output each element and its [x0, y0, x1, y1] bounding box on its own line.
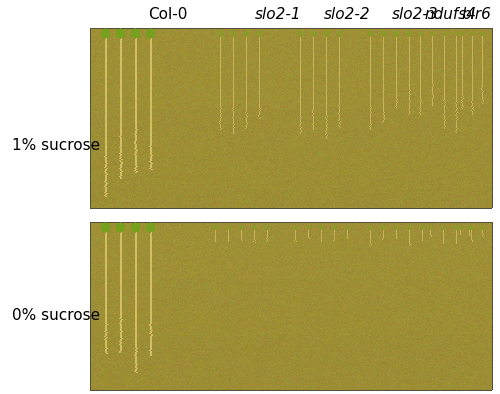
Text: slo2-2: slo2-2 — [324, 6, 370, 22]
Text: 0% sucrose: 0% sucrose — [12, 307, 100, 323]
Text: slo2-1: slo2-1 — [254, 6, 302, 22]
Text: 1% sucrose: 1% sucrose — [12, 138, 100, 152]
Text: slo2-3: slo2-3 — [392, 6, 438, 22]
Text: bir6: bir6 — [461, 6, 491, 22]
Text: ndufs4: ndufs4 — [424, 6, 476, 22]
Text: Col-0: Col-0 — [148, 6, 188, 22]
